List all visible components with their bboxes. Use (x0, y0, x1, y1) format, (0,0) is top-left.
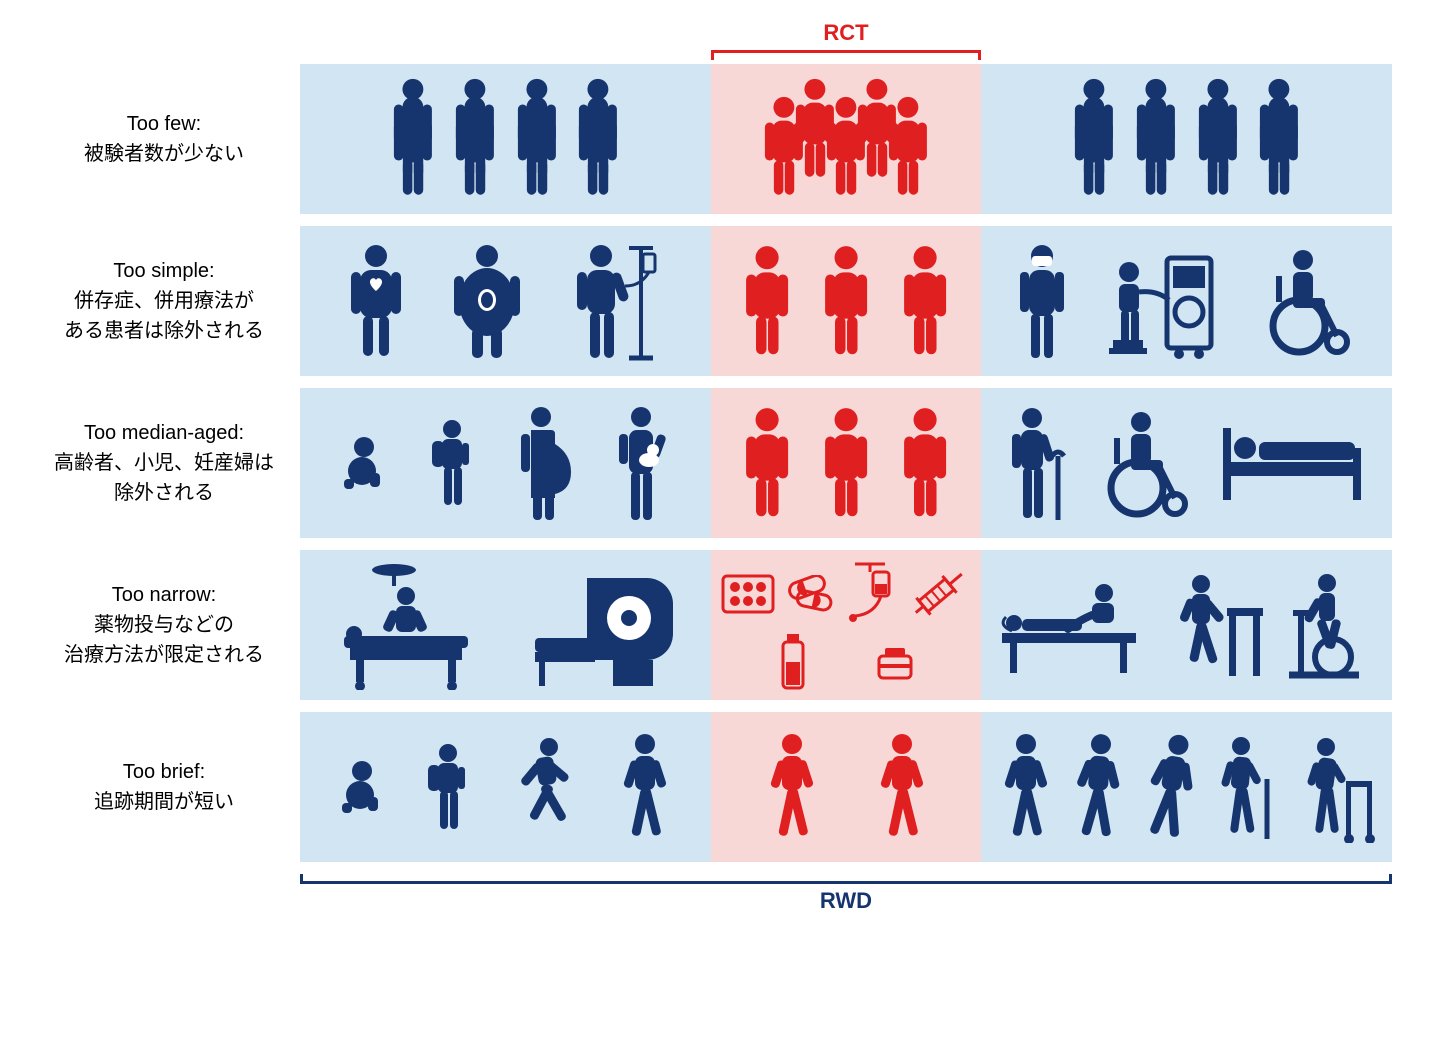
rct-label: RCT (823, 20, 868, 45)
row-too-brief: Too brief: 追跡期間が短い (40, 712, 1392, 862)
person-cane-icon (1006, 404, 1072, 522)
tube-icon (777, 632, 809, 692)
row-label-too-narrow: Too narrow: 薬物投与などの治療方法が限定される (40, 550, 300, 700)
walking-icon (872, 731, 930, 843)
iv-bag-icon (845, 560, 895, 628)
pregnant-icon (513, 404, 571, 522)
row-title-ja: 薬物投与などの治療方法が限定される (64, 610, 264, 670)
band-mid (711, 64, 981, 214)
rows-region: Too few: 被験者数が少ない (40, 64, 1392, 862)
baby-icon (340, 435, 384, 491)
row-title-en: Too simple: (113, 256, 214, 286)
running-icon (507, 735, 577, 839)
band-left (300, 550, 711, 700)
band-mid (711, 712, 981, 862)
rct-bracket: RCT (711, 20, 981, 60)
header-row: RCT (40, 20, 1392, 60)
row-title-en: Too few: (127, 109, 201, 139)
child-backpack-icon (424, 417, 474, 509)
row-title-ja: 追跡期間が短い (94, 787, 234, 817)
person-heart-icon (350, 242, 402, 360)
rwd-label: RWD (820, 888, 872, 913)
band-left (300, 226, 711, 376)
massage-table-icon (994, 575, 1144, 675)
band-right (981, 712, 1392, 862)
band-left (300, 712, 711, 862)
walking-bent-icon (1141, 731, 1199, 843)
row-band-too-brief (300, 712, 1392, 862)
row-title-ja: 高齢者、小児、妊産婦は除外される (54, 448, 274, 508)
row-label-too-simple: Too simple: 併存症、併用療法がある患者は除外される (40, 226, 300, 376)
person-icon (823, 243, 869, 359)
row-too-simple: Too simple: 併存症、併用療法がある患者は除外される (40, 226, 1392, 376)
person-obese-icon (452, 242, 522, 360)
row-band-too-few (300, 64, 1392, 214)
walking-cane-icon (1213, 731, 1283, 843)
rehab-walk-icon (1157, 570, 1267, 680)
person-iv-icon (571, 240, 661, 362)
parent-baby-icon (611, 404, 671, 522)
band-right (981, 550, 1392, 700)
row-title-en: Too narrow: (112, 580, 217, 610)
row-too-narrow: Too narrow: 薬物投与などの治療方法が限定される (40, 550, 1392, 700)
person-icon (902, 405, 948, 521)
band-left (300, 64, 711, 214)
rwd-bracket: RWD (300, 874, 1392, 914)
infographic-container: RCT Too few: 被験者数が少ない (40, 20, 1392, 914)
syringe-icon (905, 561, 971, 627)
capsules-icon (785, 575, 835, 613)
band-mid (711, 550, 981, 700)
person-wheelchair-icon (1259, 246, 1355, 356)
row-band-too-simple (300, 226, 1392, 376)
walking-icon (996, 731, 1054, 843)
band-left (300, 388, 711, 538)
band-mid (711, 388, 981, 538)
person-icon (744, 243, 790, 359)
scanner-icon (527, 560, 677, 690)
row-title-ja: 被験者数が少ない (84, 139, 244, 169)
band-right (981, 388, 1392, 538)
row-label-too-brief: Too brief: 追跡期間が短い (40, 712, 300, 862)
row-too-median-aged: Too median-aged: 高齢者、小児、妊産婦は除外される (40, 388, 1392, 538)
person-icon (902, 243, 948, 359)
footer-row: RWD (40, 874, 1392, 914)
person-mask-icon (1018, 242, 1066, 360)
walking-icon (615, 731, 673, 843)
row-band-too-median-aged (300, 388, 1392, 538)
walking-walker-icon (1298, 731, 1378, 843)
person-icon (744, 405, 790, 521)
row-too-few: Too few: 被験者数が少ない (40, 64, 1392, 214)
surgery-icon (334, 560, 494, 690)
row-title-en: Too brief: (123, 757, 205, 787)
band-mid (711, 226, 981, 376)
row-label-too-few: Too few: 被験者数が少ない (40, 64, 300, 214)
band-right (981, 64, 1392, 214)
walking-icon (762, 731, 820, 843)
baby-icon (338, 759, 382, 815)
person-dialysis-icon (1103, 242, 1223, 360)
exercise-bike-icon (1279, 569, 1379, 681)
person-wheelchair-icon (1097, 408, 1193, 518)
person-bed-icon (1217, 418, 1367, 508)
row-label-too-median-aged: Too median-aged: 高齢者、小児、妊産婦は除外される (40, 388, 300, 538)
pills-icon (721, 574, 775, 614)
jar-icon (875, 644, 915, 680)
person-icon (823, 405, 869, 521)
walking-slow-icon (1068, 731, 1126, 843)
row-title-ja: 併存症、併用療法がある患者は除外される (64, 286, 264, 346)
row-band-too-narrow (300, 550, 1392, 700)
row-title-en: Too median-aged: (84, 418, 244, 448)
child-backpack-icon (420, 741, 470, 833)
band-right (981, 226, 1392, 376)
